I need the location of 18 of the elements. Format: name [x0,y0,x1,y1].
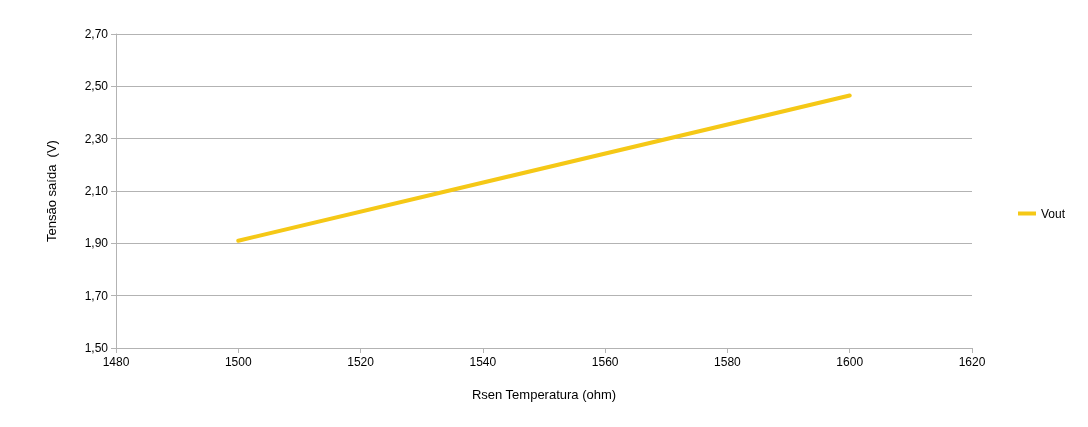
x-tick-label: 1620 [958,355,986,369]
x-tick-label: 1600 [836,355,864,369]
y-tick-label: 1,90 [84,236,109,251]
x-tick-label: 1480 [102,355,130,369]
y-tick-label: 2,10 [84,184,109,198]
y-tick-label: 2,30 [84,131,109,146]
y-tick-label: 2,50 [84,79,109,94]
y-tick-label: 1,50 [84,341,109,355]
x-tick-label: 1520 [347,355,375,369]
x-tick-label: 1560 [591,355,619,369]
y-tick-label: 1,70 [84,288,109,303]
y-tick-label: 2,70 [84,27,109,41]
x-tick-label: 1540 [469,355,497,369]
x-tick-label: 1580 [714,355,742,369]
x-axis-title: Rsen Temperatura (ohm) [471,387,617,402]
y-axis-title: Tensão saída (V) [44,140,59,242]
legend-label: Vout [1040,206,1066,221]
x-tick-label: 1500 [224,355,252,369]
